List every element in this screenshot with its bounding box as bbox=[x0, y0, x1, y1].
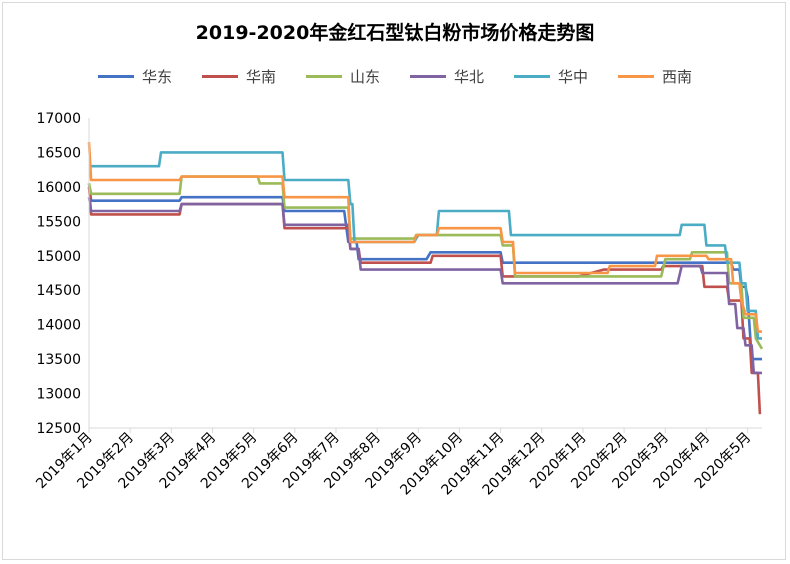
legend-label-3: 华北 bbox=[454, 68, 485, 86]
y-tick-label-1: 13000 bbox=[36, 387, 81, 403]
legend-swatch-1 bbox=[201, 75, 238, 78]
y-tick-label-6: 15500 bbox=[36, 214, 81, 230]
y-tick-label-4: 14500 bbox=[36, 283, 81, 299]
y-axis-ticks: 12500 13000 13500 14000 14500 15000 15500 16000… bbox=[36, 111, 81, 437]
legend-swatch-5 bbox=[618, 75, 655, 78]
chart-legend: 华东 华南 山东 华北 华中 西南 bbox=[0, 66, 790, 87]
y-tick-label-5: 15000 bbox=[36, 249, 81, 265]
legend-label-4: 华中 bbox=[558, 68, 589, 86]
legend-label-0: 华东 bbox=[141, 68, 172, 86]
series-line-1 bbox=[87, 186, 762, 415]
y-tick-label-0: 12500 bbox=[36, 421, 81, 437]
legend-item-1: 华南 bbox=[201, 66, 276, 87]
legend-item-3: 华北 bbox=[410, 66, 484, 87]
series-line-0 bbox=[87, 183, 762, 361]
series-line-3 bbox=[87, 197, 762, 375]
legend-label-1: 华南 bbox=[245, 68, 276, 86]
legend-item-2: 山东 bbox=[305, 66, 380, 87]
y-tick-label-7: 16000 bbox=[36, 180, 81, 196]
x-axis-ticks: 2019年1月2019年2月2019年3月2019年4月2019年5月2019年… bbox=[33, 428, 754, 498]
legend-item-5: 西南 bbox=[618, 66, 692, 87]
legend-swatch-0 bbox=[97, 75, 134, 78]
legend-label-2: 山东 bbox=[349, 68, 380, 86]
legend-label-5: 西南 bbox=[662, 68, 693, 86]
series-line-5 bbox=[87, 142, 762, 333]
y-tick-label-8: 16500 bbox=[36, 145, 81, 161]
legend-swatch-2 bbox=[305, 75, 342, 78]
y-tick-label-2: 13500 bbox=[36, 352, 81, 368]
series-line-4 bbox=[89, 151, 762, 340]
series-lines bbox=[87, 142, 764, 415]
legend-item-0: 华东 bbox=[97, 66, 172, 87]
legend-swatch-4 bbox=[514, 75, 551, 78]
legend-item-4: 华中 bbox=[514, 66, 588, 87]
y-tick-label-3: 14000 bbox=[36, 318, 81, 334]
chart-title: 2019-2020年金红石型钛白粉市场价格走势图 bbox=[195, 22, 595, 44]
y-tick-label-9: 17000 bbox=[36, 111, 81, 127]
legend-swatch-3 bbox=[410, 75, 446, 78]
